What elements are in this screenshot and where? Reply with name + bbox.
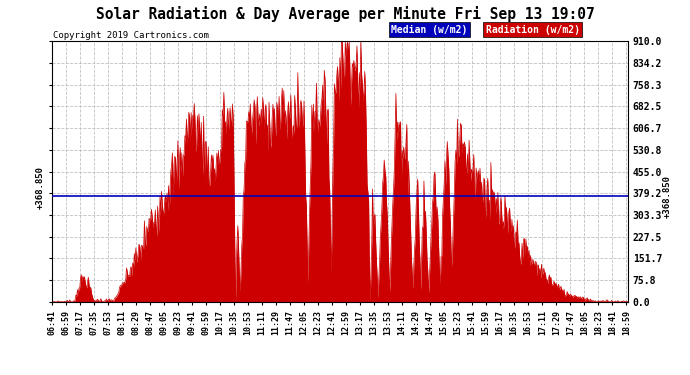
Text: +368.850: +368.850	[36, 166, 45, 209]
Text: Median (w/m2): Median (w/m2)	[391, 24, 467, 34]
Text: Radiation (w/m2): Radiation (w/m2)	[486, 24, 580, 34]
Text: Solar Radiation & Day Average per Minute Fri Sep 13 19:07: Solar Radiation & Day Average per Minute…	[96, 6, 594, 22]
Text: +368.850: +368.850	[662, 175, 671, 218]
Text: Copyright 2019 Cartronics.com: Copyright 2019 Cartronics.com	[53, 31, 209, 40]
